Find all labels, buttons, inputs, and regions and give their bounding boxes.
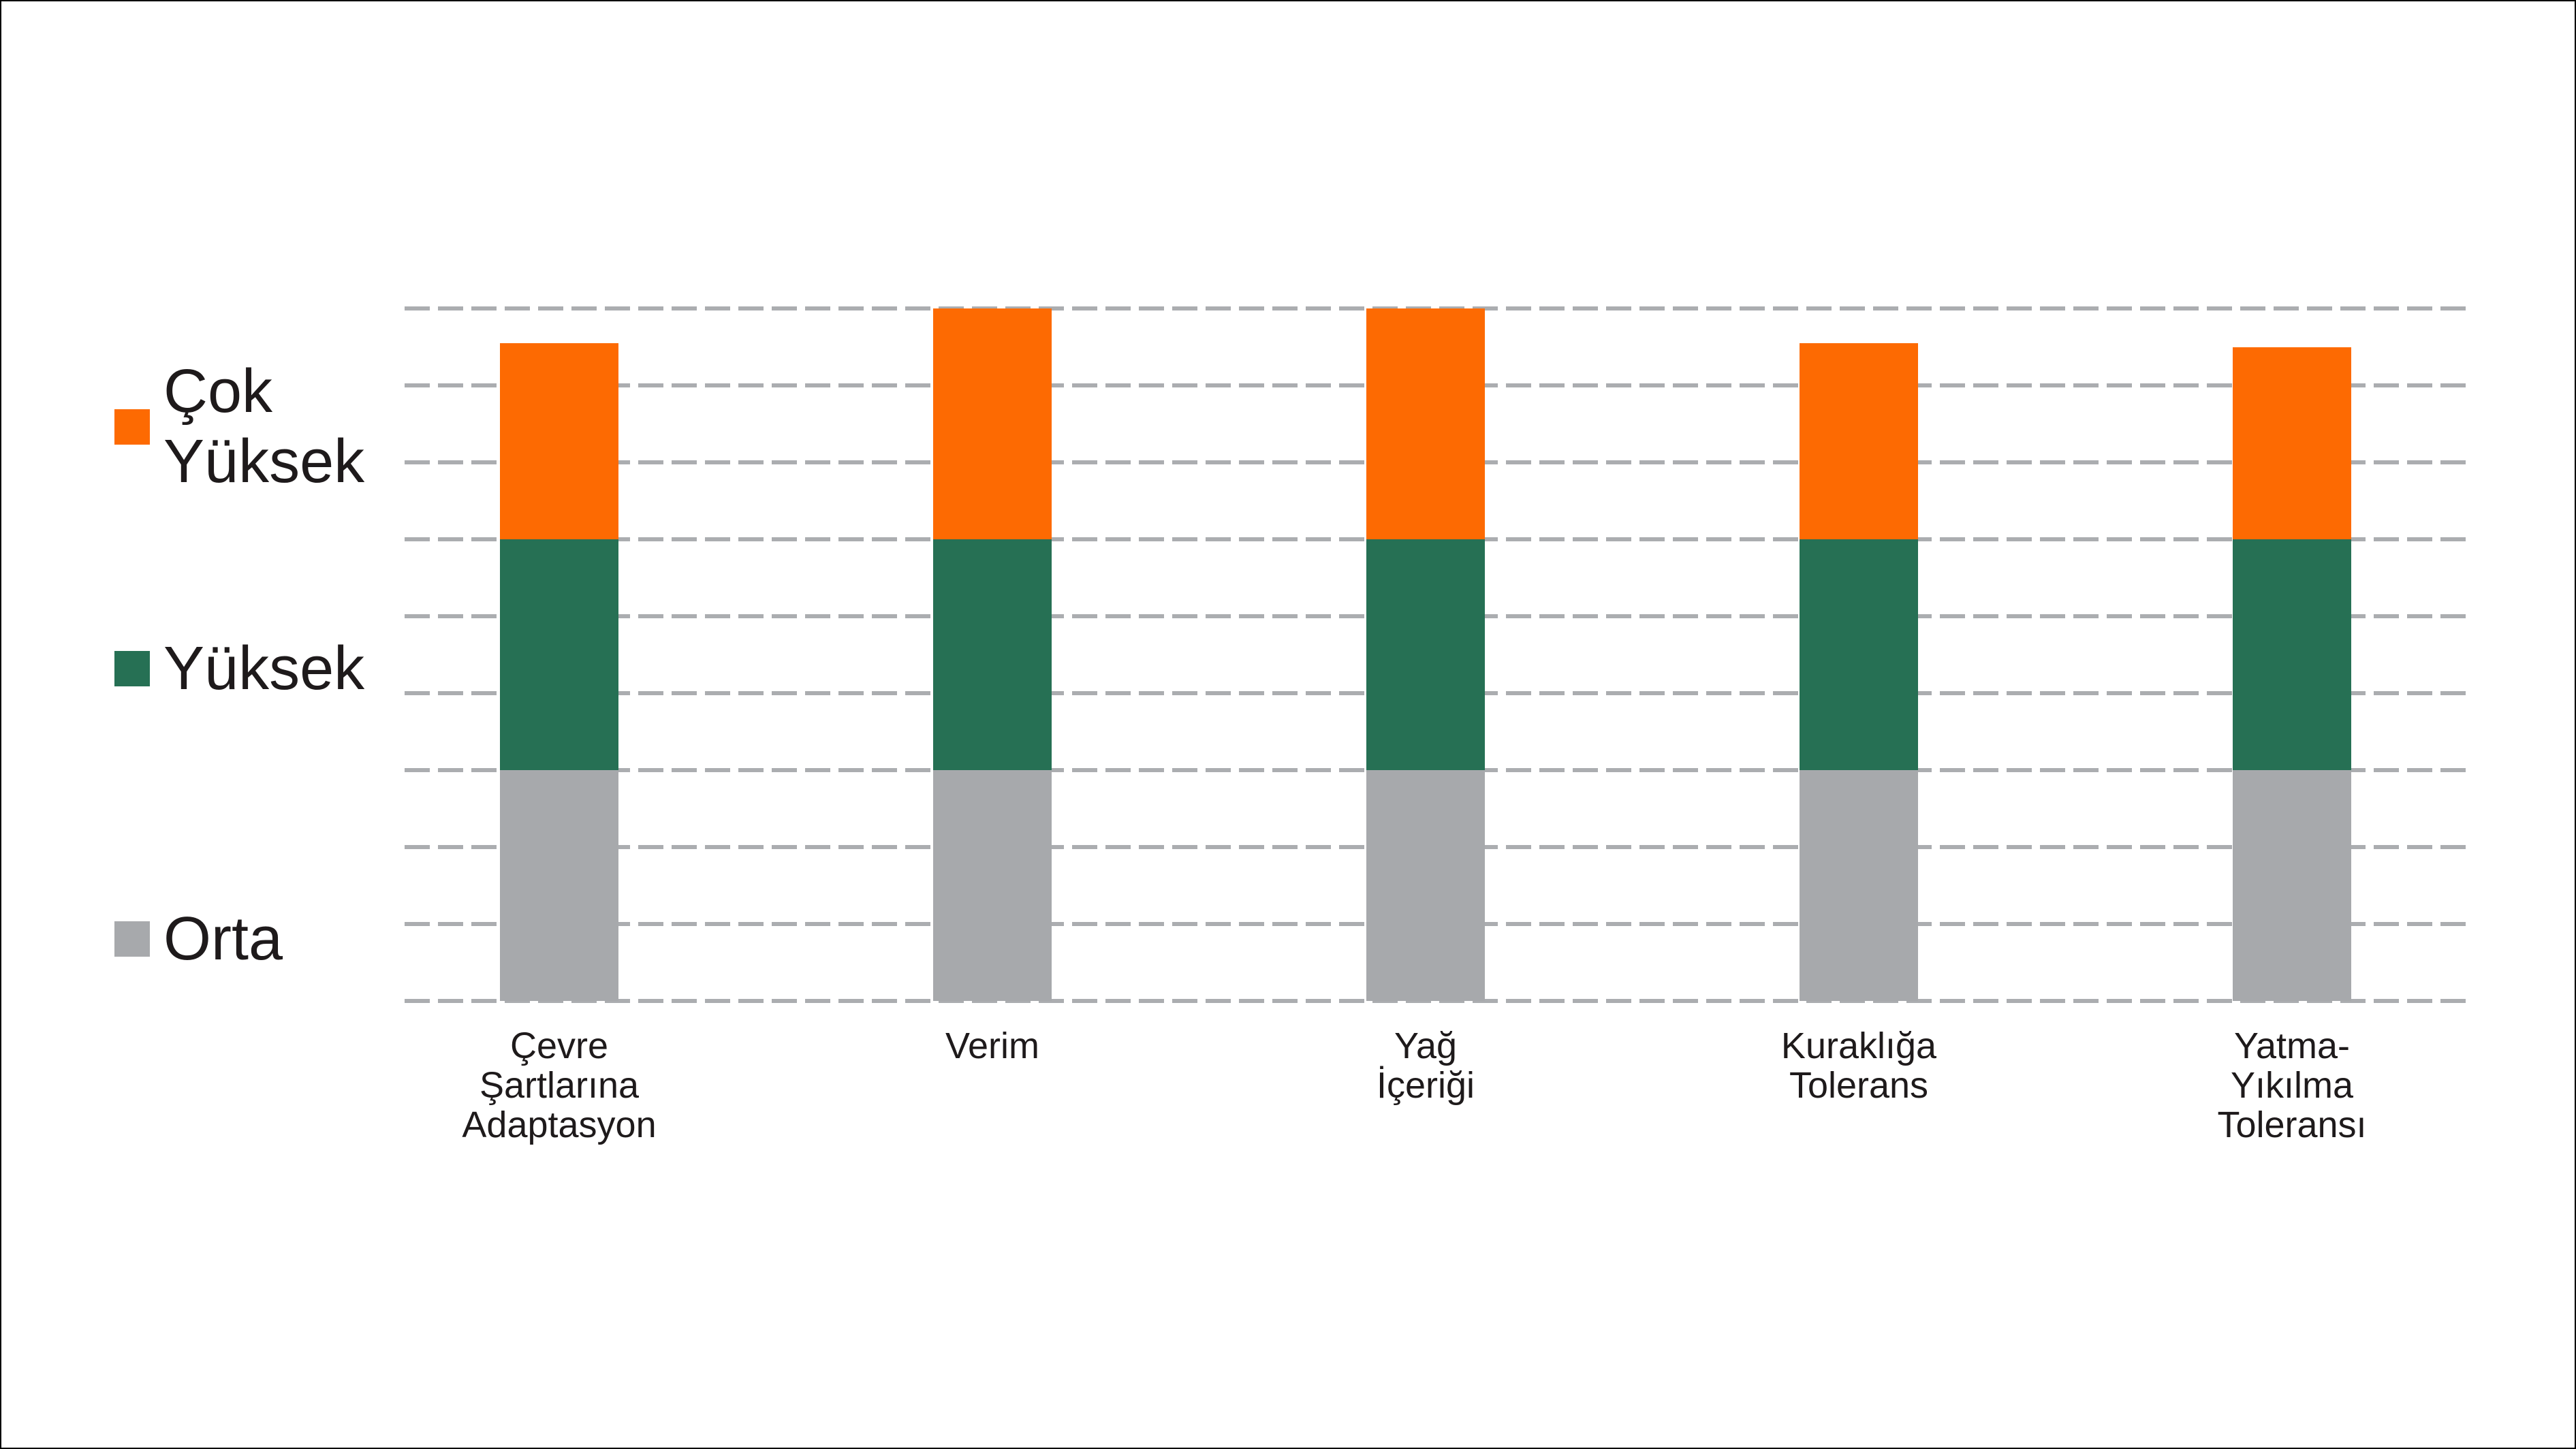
bar-segment-orta <box>2233 770 2351 1001</box>
legend-item-yüksek: Yüksek <box>114 633 364 704</box>
legend-item-orta: Orta <box>114 904 283 974</box>
legend-swatch <box>114 409 150 445</box>
x-axis-label-5: Yatma- Yıkılma Toleransı <box>2217 1025 2367 1145</box>
x-axis-label-4: Kuraklığa Tolerans <box>1780 1025 1937 1106</box>
x-axis-label-3: Yağ İçeriği <box>1376 1025 1475 1106</box>
bar-segment-yüksek <box>933 539 1052 770</box>
legend-swatch <box>114 921 150 957</box>
bar-segment-çok-yüksek <box>500 343 618 539</box>
bar-1 <box>500 1 618 1001</box>
legend-swatch <box>114 651 150 686</box>
bar-segment-orta <box>933 770 1052 1001</box>
bar-segment-yüksek <box>1800 539 1918 770</box>
x-axis-label-2: Verim <box>945 1025 1040 1066</box>
bar-segment-çok-yüksek <box>2233 347 2351 539</box>
bar-segment-çok-yüksek <box>933 308 1052 539</box>
bar-segment-yüksek <box>500 539 618 770</box>
bar-3 <box>1366 1 1485 1001</box>
bar-segment-orta <box>500 770 618 1001</box>
legend-label: Orta <box>163 904 283 973</box>
bar-4 <box>1800 1 1918 1001</box>
bar-segment-orta <box>1800 770 1918 1001</box>
legend-label: Çok Yüksek <box>163 357 365 496</box>
bar-segment-orta <box>1366 770 1485 1001</box>
bar-2 <box>933 1 1052 1001</box>
bar-segment-yüksek <box>2233 539 2351 770</box>
gridline <box>405 999 2467 1003</box>
bar-segment-çok-yüksek <box>1800 343 1918 539</box>
bar-segment-yüksek <box>1366 539 1485 770</box>
legend-item-çok-yüksek: Çok Yüksek <box>114 355 364 498</box>
bar-segment-çok-yüksek <box>1366 308 1485 539</box>
bar-5 <box>2233 1 2351 1001</box>
x-axis-label-1: Çevre Şartlarına Adaptasyon <box>462 1025 657 1145</box>
legend-label: Yüksek <box>163 634 365 703</box>
